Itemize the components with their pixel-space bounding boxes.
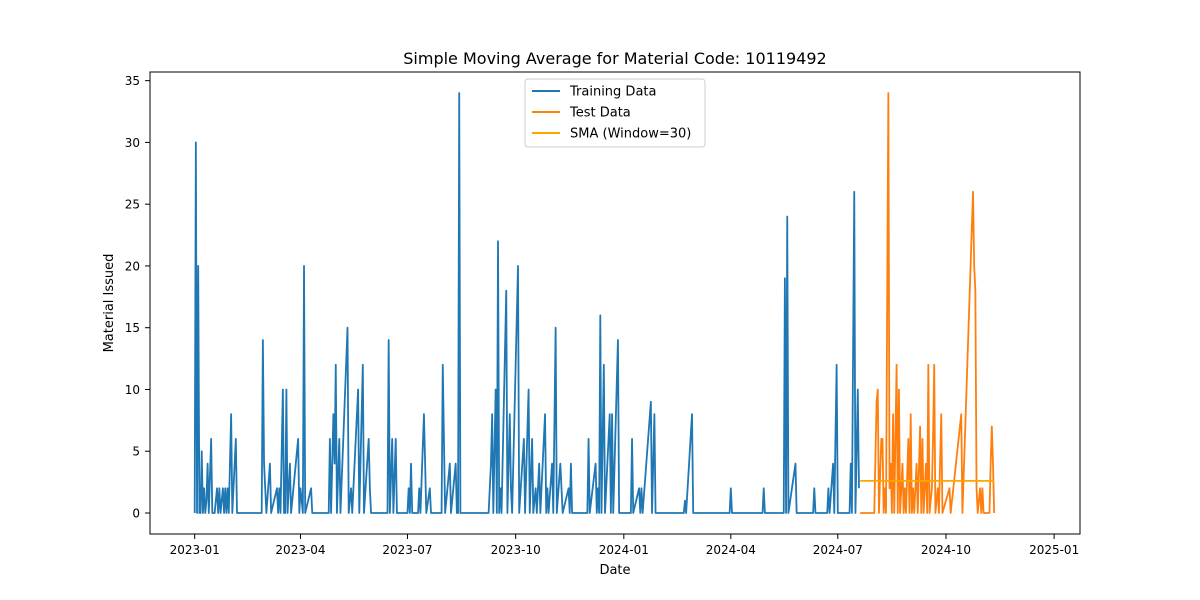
x-axis-label: Date xyxy=(599,563,630,578)
y-tick-label: 10 xyxy=(125,383,140,397)
x-tick-label: 2025-01 xyxy=(1029,543,1079,557)
legend-label-sma-window-30: SMA (Window=30) xyxy=(570,127,691,142)
x-tick-label: 2023-04 xyxy=(275,543,325,557)
x-tick-label: 2023-01 xyxy=(170,543,220,557)
y-axis-label: Material Issued xyxy=(102,254,117,353)
plot-frame xyxy=(149,71,1081,535)
y-axis: 0 5 10 15 20 25 30 35 xyxy=(125,74,150,521)
y-tick-label: 25 xyxy=(125,198,140,212)
y-tick-label: 5 xyxy=(132,445,140,459)
x-axis: 2023-01 2023-04 2023-07 2023-10 2024-01 2024-… xyxy=(170,534,1079,557)
x-tick-label: 2024-07 xyxy=(813,543,863,557)
y-tick-label: 0 xyxy=(132,507,140,521)
legend-label-test-data: Test Data xyxy=(569,106,631,121)
legend-box xyxy=(524,78,706,148)
series-line-test-data xyxy=(860,92,996,514)
x-tick-label: 2023-10 xyxy=(491,543,541,557)
legend-label-training-data: Training Data xyxy=(569,85,656,100)
series-line-training-data xyxy=(193,92,860,514)
x-tick-label: 2023-07 xyxy=(382,543,432,557)
y-tick-label: 30 xyxy=(125,136,140,150)
y-tick-label: 35 xyxy=(125,74,140,88)
chart-title: Simple Moving Average for Material Code:… xyxy=(403,49,826,68)
x-tick-label: 2024-01 xyxy=(599,543,649,557)
y-tick-label: 15 xyxy=(125,321,140,335)
series-layer xyxy=(193,92,996,514)
x-tick-label: 2024-04 xyxy=(706,543,756,557)
y-tick-label: 20 xyxy=(125,259,140,273)
x-tick-label: 2024-10 xyxy=(921,543,971,557)
legend: Training Data Test Data SMA (Window=30) xyxy=(524,78,706,148)
